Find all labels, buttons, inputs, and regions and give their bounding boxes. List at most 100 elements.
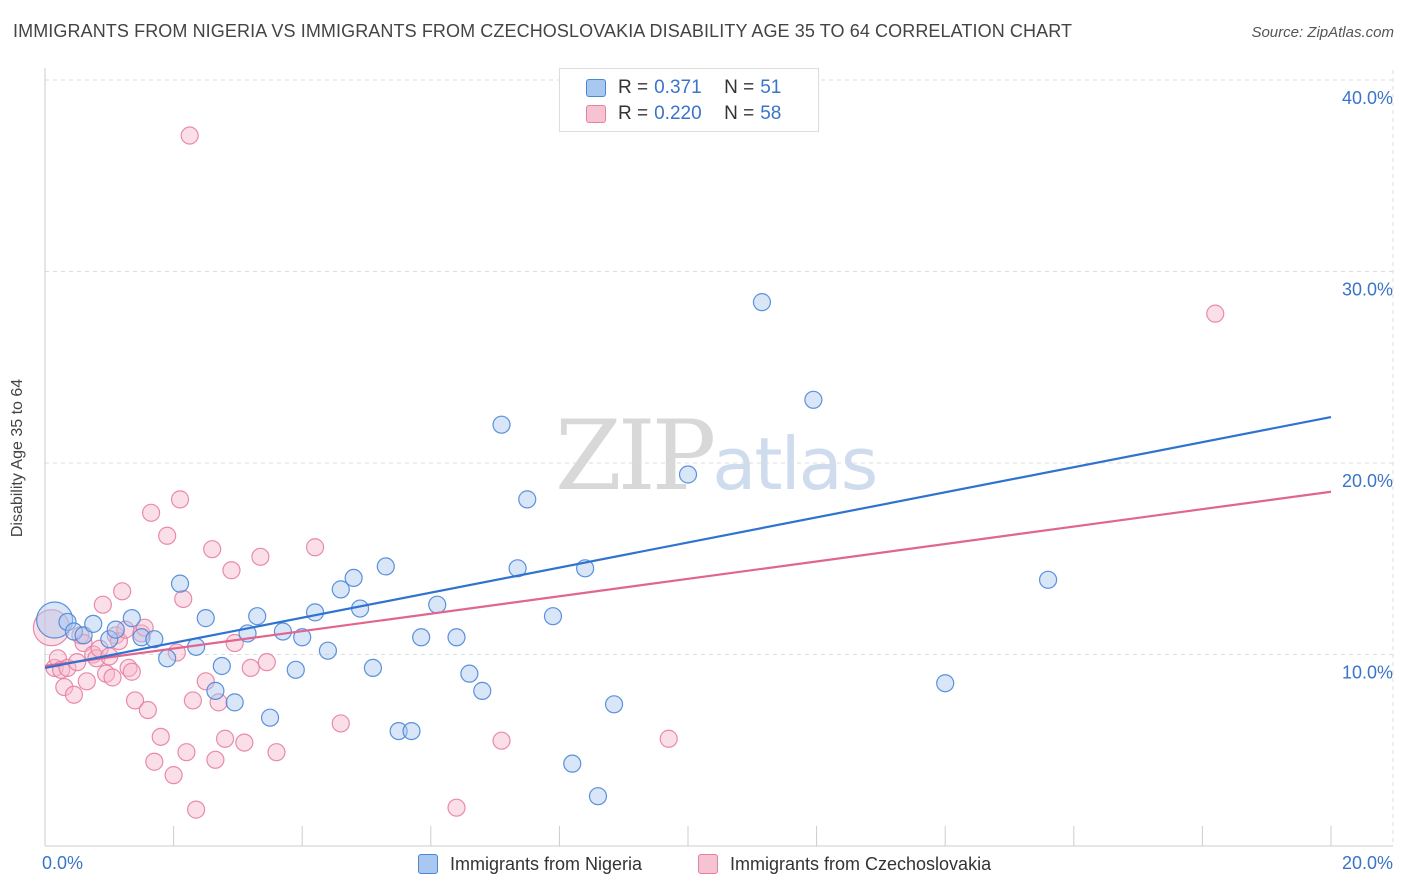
czechoslovakia-legend-label: Immigrants from Czechoslovakia	[730, 853, 992, 874]
x-tick-label: 20.0%	[1342, 853, 1393, 873]
x-tick-label: 0.0%	[42, 853, 83, 873]
nigeria-point	[248, 607, 267, 626]
czechoslovakia-point	[170, 490, 190, 509]
czechoslovakia-point	[215, 729, 235, 748]
legend-r-label: R =	[618, 77, 649, 98]
czechoslovakia-point	[257, 653, 276, 672]
nigeria-point	[492, 415, 511, 434]
nigeria-point	[344, 568, 363, 588]
nigeria-point	[260, 708, 280, 727]
nigeria-point	[460, 664, 479, 683]
chart-title: IMMIGRANTS FROM NIGERIA VS IMMIGRANTS FR…	[13, 21, 1073, 41]
nigeria-point	[64, 622, 84, 641]
nigeria-point	[412, 628, 431, 647]
legend-n-value: 51	[760, 77, 782, 98]
czechoslovakia-point	[492, 731, 511, 750]
nigeria-point	[225, 693, 244, 712]
czechoslovakia-point	[141, 503, 161, 522]
nigeria-point	[158, 649, 177, 668]
bottom-legend-nigeria: Immigrants from Nigeria	[418, 851, 642, 877]
legend-r-value: 0.371	[654, 77, 702, 98]
czechoslovakia-point	[447, 798, 466, 817]
czechoslovakia-point	[164, 766, 183, 785]
nigeria-point	[106, 620, 125, 639]
czechoslovakia-point	[77, 672, 96, 691]
nigeria-point	[936, 674, 955, 693]
nigeria-point	[363, 658, 383, 678]
nigeria-point	[473, 681, 492, 700]
czechoslovakia-trend-line	[44, 490, 1332, 668]
czechoslovakia-point	[187, 800, 206, 819]
watermark-atlas: atlas	[712, 422, 878, 506]
nigeria-point	[447, 628, 466, 647]
czechoslovakia-point	[251, 547, 270, 566]
nigeria-point	[588, 787, 608, 806]
nigeria-point	[752, 293, 772, 312]
czechoslovakia-point	[209, 693, 228, 712]
czechoslovakia-point	[158, 526, 177, 545]
czechoslovakia-swatch	[586, 105, 606, 123]
grid-layer	[45, 70, 1394, 846]
czechoslovakia-point	[103, 668, 122, 687]
czechoslovakia-point	[113, 582, 132, 601]
czechoslovakia-point	[206, 750, 225, 769]
nigeria-point	[428, 595, 447, 614]
nigeria-swatch	[586, 79, 606, 97]
czechoslovakia-point	[122, 662, 141, 681]
czechoslovakia-point	[183, 691, 202, 710]
source-credit: Source: ZipAtlas.com	[1251, 24, 1394, 41]
czechoslovakia-point	[196, 672, 215, 691]
czechoslovakia-point	[145, 752, 164, 771]
y-tick-label: 10.0%	[1342, 663, 1393, 683]
nigeria-point	[84, 614, 103, 633]
czechoslovakia-point	[659, 729, 678, 748]
nigeria-point	[604, 695, 624, 714]
nigeria-point	[58, 612, 77, 632]
czechoslovakia-point	[222, 561, 241, 580]
czechoslovakia-point	[203, 540, 222, 559]
legend-n-value: 58	[760, 103, 782, 124]
czechoslovakia-point	[93, 595, 112, 614]
czechoslovakia-legend-swatch	[698, 854, 718, 874]
legend-n-label: N =	[724, 77, 755, 98]
zipatlas-watermark: ZIPatlas	[555, 400, 878, 512]
nigeria-point	[1038, 570, 1058, 589]
czechoslovakia-point	[235, 733, 254, 752]
nigeria-point	[518, 490, 537, 509]
y-axis-label: Disability Age 35 to 64	[9, 378, 26, 538]
legend-n-label: N =	[724, 103, 755, 124]
nigeria-point	[305, 603, 325, 622]
czechoslovakia-point	[305, 538, 325, 557]
nigeria-point	[273, 622, 293, 641]
czechoslovakia-point	[1206, 304, 1225, 323]
nigeria-point	[402, 721, 421, 741]
tick-labels: 10.0% 20.0% 30.0% 40.0% 0.0% 20.0%	[42, 88, 1393, 873]
nigeria-point	[563, 754, 582, 773]
y-tick-label: 30.0%	[1342, 280, 1393, 300]
legend-r-label: R =	[618, 103, 649, 124]
czechoslovakia-point	[267, 743, 286, 762]
legend-row-nigeria: R = 0.371 N = 51	[586, 75, 781, 101]
nigeria-point	[100, 630, 119, 649]
nigeria-point	[543, 607, 563, 626]
trend-lines	[44, 415, 1332, 669]
nigeria-point	[318, 641, 338, 660]
czechoslovakia-point	[151, 727, 170, 746]
correlation-legend: R = 0.371 N = 51 R = 0.220 N = 58	[559, 68, 819, 132]
czechoslovakia-point	[174, 589, 193, 609]
legend-r-value: 0.220	[654, 103, 702, 124]
nigeria-point	[293, 628, 312, 647]
nigeria-point	[212, 656, 231, 676]
czechoslovakia-point	[64, 685, 84, 704]
bottom-legend-czechoslovakia: Immigrants from Czechoslovakia	[698, 851, 991, 877]
axis-layer	[44, 68, 1393, 847]
nigeria-point	[804, 390, 823, 409]
czechoslovakia-point	[241, 658, 260, 678]
y-tick-label: 20.0%	[1342, 471, 1393, 491]
czechoslovakia-point	[55, 677, 74, 697]
czechoslovakia-point	[138, 700, 157, 720]
czechoslovakia-point	[331, 714, 350, 733]
legend-row-czechoslovakia: R = 0.220 N = 58	[586, 101, 781, 127]
czechoslovakia-point	[180, 126, 199, 145]
